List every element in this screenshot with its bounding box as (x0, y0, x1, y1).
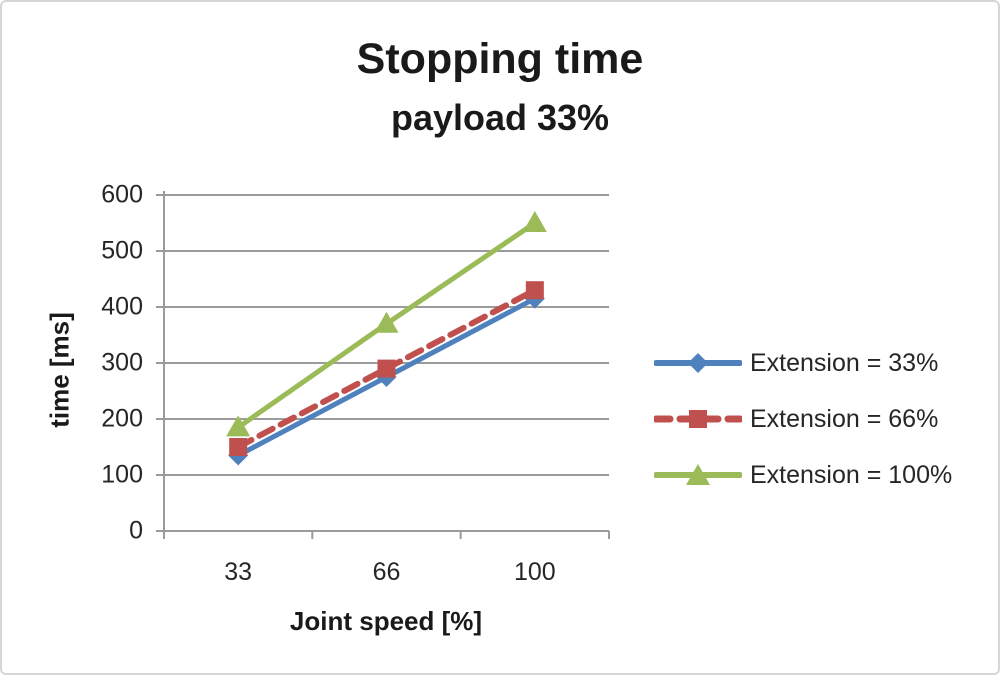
y-axis-tick-label: 200 (101, 404, 143, 433)
x-axis-title: Joint speed [%] (289, 606, 483, 636)
data-point-marker-extension-100 (226, 415, 251, 437)
legend-label-extension-33: Extension = 33% (750, 348, 939, 377)
x-axis-tick-label: 66 (372, 558, 401, 586)
square-line-legend-icon (654, 410, 742, 428)
chart-subtitle: payload 33% (390, 97, 610, 138)
y-axis-tick-label: 300 (101, 348, 143, 377)
y-axis-tick-label: 500 (101, 236, 143, 265)
data-point-marker-extension-66 (377, 359, 396, 378)
triangle-line-legend-icon (654, 464, 742, 485)
data-point-marker-extension-100 (522, 211, 547, 232)
y-axis-title: time [ms] (44, 312, 75, 428)
legend-label-extension-100: Extension = 100% (750, 460, 953, 489)
x-axis-tick-label: 33 (224, 558, 253, 586)
y-axis-tick-label: 400 (101, 292, 143, 321)
y-axis-tick-label: 0 (129, 516, 143, 545)
chart-title: Stopping time (356, 35, 644, 83)
legend-item-extension-66: Extension = 66% (654, 391, 952, 447)
legend: Extension = 33% Extension = 66% Extension … (654, 335, 952, 503)
data-point-marker-extension-100 (374, 311, 399, 333)
y-axis-tick-label: 600 (101, 180, 143, 209)
y-axis-tick-label: 100 (101, 460, 143, 489)
legend-item-extension-100: Extension = 100% (654, 447, 952, 503)
x-axis-tick-label: 100 (513, 558, 556, 586)
data-point-marker-extension-66 (229, 438, 248, 456)
legend-label-extension-66: Extension = 66% (750, 404, 939, 433)
diamond-line-legend-icon (654, 353, 742, 373)
data-point-marker-extension-66 (525, 281, 544, 300)
legend-item-extension-33: Extension = 33% (654, 335, 952, 391)
